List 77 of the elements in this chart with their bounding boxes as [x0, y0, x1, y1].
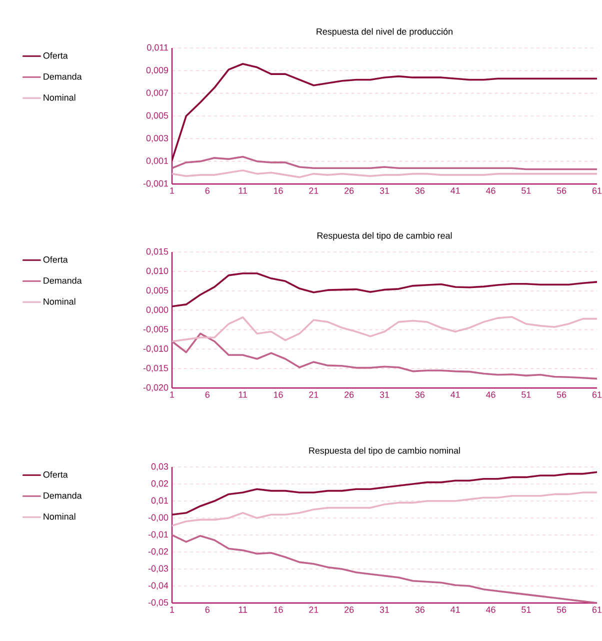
- x-tick-label: 16: [274, 606, 283, 613]
- x-tick-label: 41: [450, 392, 460, 398]
- y-tick-label: 0,005: [146, 287, 168, 295]
- x-tick-label: 11: [238, 188, 248, 194]
- legend-label: Nominal: [44, 298, 76, 305]
- x-tick-label: 51: [522, 606, 531, 613]
- y-tick-label: -0,010: [143, 345, 168, 353]
- y-tick-label: -0,005: [143, 326, 168, 334]
- x-tick-label: 1: [170, 188, 174, 194]
- x-tick-label: 56: [556, 606, 566, 613]
- legend-label: Oferta: [43, 52, 68, 59]
- y-tick-label: -0,015: [143, 364, 168, 372]
- y-tick-label: -0,04: [148, 582, 168, 590]
- x-tick-label: 46: [486, 606, 496, 613]
- x-tick-label: 61: [592, 188, 602, 194]
- x-tick-label: 1: [170, 392, 174, 398]
- legend-label: Demanda: [44, 277, 82, 284]
- chart-title: Respuesta del nivel de producción: [316, 28, 452, 36]
- y-tick-label: 0,02: [151, 480, 168, 488]
- x-tick-label: 6: [205, 392, 210, 398]
- chart-title: Respuesta del tipo de cambio nominal: [309, 447, 460, 456]
- y-tick-label: -0,03: [148, 565, 168, 573]
- x-tick-label: 61: [592, 392, 602, 398]
- x-tick-label: 11: [238, 392, 248, 398]
- x-tick-label: 26: [344, 606, 354, 613]
- legend-label: Oferta: [43, 471, 68, 478]
- x-tick-label: 46: [486, 188, 496, 194]
- y-tick-label: 0,001: [146, 158, 168, 166]
- x-tick-label: 21: [309, 606, 318, 613]
- x-tick-label: 31: [380, 606, 390, 613]
- x-tick-label: 36: [415, 392, 425, 398]
- y-tick-label: 0,005: [146, 112, 168, 120]
- y-tick-label: 0,015: [146, 248, 168, 256]
- y-tick-label: -0,05: [148, 599, 168, 607]
- x-tick-label: 6: [205, 606, 210, 613]
- x-tick-label: 51: [522, 188, 531, 194]
- x-tick-label: 36: [415, 606, 425, 613]
- x-tick-label: 26: [344, 188, 354, 194]
- x-tick-label: 31: [380, 392, 390, 398]
- x-tick-label: 61: [592, 606, 602, 613]
- x-tick-label: 21: [309, 392, 318, 398]
- y-tick-label: 0,03: [151, 463, 168, 471]
- x-tick-label: 41: [450, 606, 460, 613]
- y-tick-label: 0,011: [147, 44, 168, 52]
- y-tick-label: -0,00: [148, 514, 168, 522]
- x-tick-label: 51: [522, 392, 531, 398]
- legend-label: Demanda: [44, 73, 82, 80]
- y-tick-label: -0,01: [148, 531, 168, 539]
- x-tick-label: 36: [415, 188, 425, 194]
- y-tick-label: 0,009: [146, 66, 168, 74]
- y-tick-label: 0,01: [151, 497, 168, 505]
- y-tick-label: -0,001: [143, 180, 168, 188]
- x-tick-label: 31: [380, 188, 390, 194]
- x-tick-label: 21: [309, 188, 318, 194]
- x-tick-label: 11: [238, 606, 248, 613]
- legend-label: Demanda: [44, 492, 82, 499]
- line-series: [172, 316, 597, 342]
- y-tick-label: -0,02: [148, 548, 168, 556]
- x-tick-label: 56: [556, 392, 566, 398]
- x-tick-label: 56: [556, 188, 566, 194]
- y-tick-label: 0,010: [146, 268, 168, 276]
- chart-title: Respuesta del tipo de cambio real: [317, 232, 452, 240]
- x-tick-label: 6: [205, 188, 210, 194]
- x-tick-label: 1: [170, 606, 174, 613]
- legend-label: Nominal: [44, 513, 76, 520]
- x-tick-label: 46: [486, 392, 496, 398]
- x-tick-label: 16: [274, 392, 283, 398]
- line-series: [172, 332, 597, 380]
- y-tick-label: -0,020: [143, 384, 168, 392]
- legend-label: Oferta: [43, 256, 68, 263]
- y-tick-label: 0,003: [146, 134, 168, 142]
- y-tick-label: 0,007: [146, 90, 168, 98]
- x-tick-label: 41: [450, 188, 460, 194]
- y-tick-label: 0,000: [146, 306, 168, 314]
- x-tick-label: 26: [344, 392, 354, 398]
- x-tick-label: 16: [274, 188, 283, 194]
- legend-label: Nominal: [44, 94, 76, 101]
